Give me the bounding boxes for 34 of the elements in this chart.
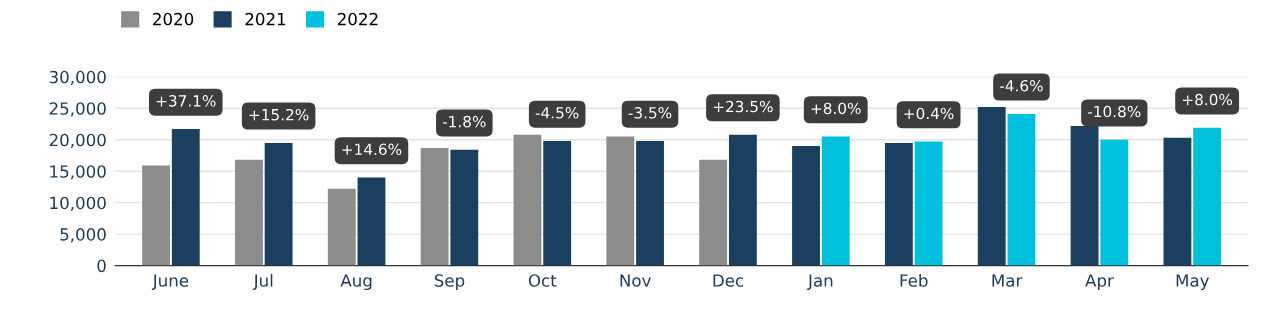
x-tick-label: Nov <box>620 274 651 287</box>
annotation: -3.5% <box>628 107 672 119</box>
x-tick-label: Feb <box>900 273 928 287</box>
y-tick-label: 30,000 <box>49 70 106 86</box>
y-tick-label: 0 <box>97 259 106 273</box>
x-tick-label: Apr <box>1085 274 1114 291</box>
x-tick-label: Sep <box>434 274 465 291</box>
legend-label: 2021 <box>245 12 286 26</box>
y-tick-label: 15,000 <box>50 165 106 180</box>
x-tick-label: May <box>1176 274 1210 291</box>
x-tick-label: Dec <box>713 274 744 287</box>
y-tick-label: 20,000 <box>49 133 106 148</box>
y-tick-label: 10,000 <box>50 196 106 211</box>
x-tick-label: June <box>151 274 189 290</box>
annotation: -10.8% <box>1088 105 1141 118</box>
x-tick-label: Jan <box>807 274 833 290</box>
annotation: -4.5% <box>535 107 579 119</box>
annotation: +23.5% <box>713 100 773 113</box>
y-tick-label: 25,000 <box>49 102 106 117</box>
annotation: +8.0% <box>1182 93 1233 106</box>
legend-label: 2022 <box>337 12 378 26</box>
x-tick-label: Jul <box>252 273 273 290</box>
annotation: +8.0% <box>811 102 861 115</box>
y-tick-label: 5,000 <box>60 228 106 243</box>
x-tick-label: Aug <box>340 274 372 291</box>
annotation: +15.2% <box>249 108 309 121</box>
legend-label: 2020 <box>153 12 194 26</box>
annotation: -1.8% <box>442 115 486 128</box>
x-tick-label: Oct <box>528 274 557 287</box>
x-tick-label: Mar <box>992 274 1023 287</box>
annotation: +37.1% <box>156 95 216 107</box>
annotation: -4.6% <box>1000 79 1043 92</box>
annotation: +14.6% <box>342 143 402 156</box>
annotation: +0.4% <box>904 107 954 120</box>
